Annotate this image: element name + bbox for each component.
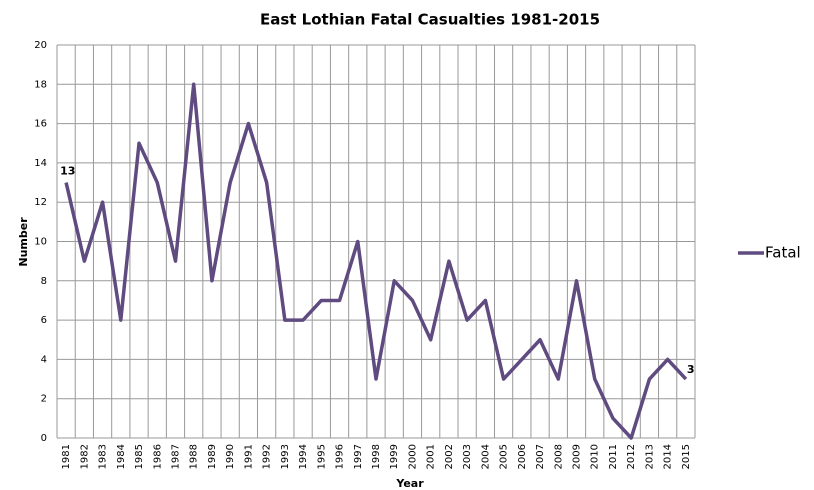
x-tick-label: 2001 <box>426 444 437 469</box>
x-tick-label: 2003 <box>462 444 473 469</box>
x-tick-label: 2009 <box>572 444 583 469</box>
x-tick-label: 1992 <box>262 444 273 469</box>
x-tick-label: 1989 <box>207 444 218 469</box>
x-axis-label: Year <box>395 477 424 490</box>
y-tick-label: 14 <box>34 158 47 169</box>
x-tick-label: 2014 <box>663 444 674 469</box>
y-tick-label: 20 <box>34 40 47 51</box>
legend-label: Fatal <box>765 244 801 262</box>
x-tick-label: 1990 <box>225 444 236 469</box>
x-tick-label: 1981 <box>61 444 72 469</box>
x-tick-label: 2010 <box>590 444 601 469</box>
x-tick-label: 2002 <box>444 444 455 469</box>
x-tick-label: 1982 <box>79 444 90 469</box>
x-tick-label: 1993 <box>280 444 291 469</box>
x-tick-label: 2012 <box>626 444 637 469</box>
y-tick-label: 4 <box>41 354 47 365</box>
data-label: 3 <box>687 363 695 376</box>
y-tick-label: 0 <box>41 433 47 444</box>
x-tick-label: 1997 <box>353 444 364 469</box>
chart-title: East Lothian Fatal Casualties 1981-2015 <box>260 11 600 29</box>
x-tick-label: 1987 <box>170 444 181 469</box>
y-tick-label: 16 <box>34 119 47 130</box>
x-tick-label: 2008 <box>553 444 564 469</box>
x-tick-label: 1985 <box>134 444 145 469</box>
y-tick-label: 6 <box>41 315 47 326</box>
x-tick-label: 1998 <box>371 444 382 469</box>
data-line <box>64 82 688 440</box>
x-tick-label: 1984 <box>116 444 127 469</box>
x-tick-label: 1983 <box>98 444 109 469</box>
y-axis-label: Number <box>17 217 30 267</box>
x-tick-label: 1988 <box>189 444 200 469</box>
x-tick-label: 1986 <box>152 444 163 469</box>
x-tick-label: 2015 <box>681 444 692 469</box>
y-tick-label: 8 <box>41 276 47 287</box>
data-label: 13 <box>60 165 75 178</box>
x-tick-label: 2004 <box>480 444 491 469</box>
y-tick-label: 12 <box>34 197 47 208</box>
x-tick-label: 2011 <box>608 444 619 469</box>
x-tick-label: 2007 <box>535 444 546 469</box>
x-tick-label: 2013 <box>644 444 655 469</box>
x-tick-label: 1991 <box>243 444 254 469</box>
x-tick-label: 2005 <box>499 444 510 469</box>
x-tick-label: 1999 <box>389 444 400 469</box>
x-tick-label: 2006 <box>517 444 528 469</box>
y-tick-label: 2 <box>41 394 47 405</box>
y-tick-label: 18 <box>34 79 47 90</box>
x-tick-label: 1995 <box>316 444 327 469</box>
y-tick-label: 10 <box>34 237 47 248</box>
x-tick-label: 1994 <box>298 444 309 469</box>
x-tick-label: 2000 <box>407 444 418 469</box>
x-tick-label: 1996 <box>335 444 346 469</box>
